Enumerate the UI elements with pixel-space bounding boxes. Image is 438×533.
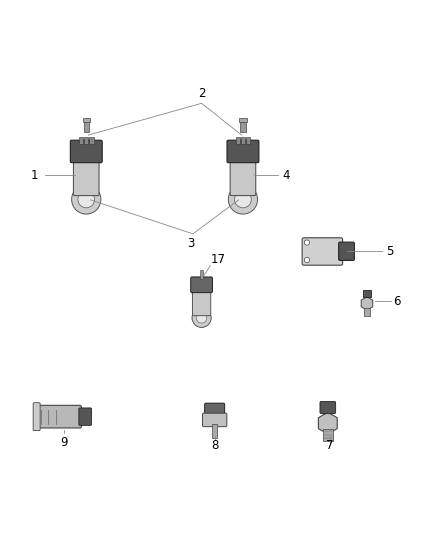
Bar xyxy=(322,429,333,441)
Text: 3: 3 xyxy=(187,237,194,251)
Circle shape xyxy=(228,185,258,214)
Circle shape xyxy=(235,191,251,208)
FancyBboxPatch shape xyxy=(74,159,99,196)
Bar xyxy=(83,118,90,122)
Bar xyxy=(241,138,245,143)
Bar xyxy=(364,308,370,317)
Text: 2: 2 xyxy=(198,87,205,100)
FancyBboxPatch shape xyxy=(79,408,92,425)
Text: 4: 4 xyxy=(282,168,290,182)
FancyBboxPatch shape xyxy=(230,159,256,196)
Bar xyxy=(200,270,203,279)
Bar xyxy=(246,138,250,143)
Circle shape xyxy=(72,185,101,214)
FancyBboxPatch shape xyxy=(33,403,40,431)
Text: 8: 8 xyxy=(211,439,218,453)
Text: 7: 7 xyxy=(326,439,334,453)
Circle shape xyxy=(304,240,310,245)
FancyBboxPatch shape xyxy=(320,401,336,414)
FancyBboxPatch shape xyxy=(202,413,227,426)
Bar xyxy=(212,424,217,438)
Bar xyxy=(79,138,83,143)
Text: 17: 17 xyxy=(210,253,225,265)
Text: 6: 6 xyxy=(393,295,401,308)
Bar xyxy=(236,138,240,143)
Text: 1: 1 xyxy=(31,168,39,182)
Bar xyxy=(89,138,94,143)
Circle shape xyxy=(304,257,310,263)
FancyBboxPatch shape xyxy=(35,405,81,428)
Bar xyxy=(84,138,88,143)
FancyBboxPatch shape xyxy=(302,238,343,265)
Bar xyxy=(239,118,247,122)
Bar xyxy=(84,118,89,132)
Polygon shape xyxy=(361,297,373,310)
Circle shape xyxy=(192,308,211,327)
FancyBboxPatch shape xyxy=(192,289,211,316)
Circle shape xyxy=(196,313,207,323)
Text: 9: 9 xyxy=(61,436,68,449)
FancyBboxPatch shape xyxy=(339,242,354,261)
Text: 5: 5 xyxy=(387,245,394,258)
FancyBboxPatch shape xyxy=(191,277,212,293)
Bar xyxy=(240,118,246,132)
FancyBboxPatch shape xyxy=(205,403,225,418)
FancyBboxPatch shape xyxy=(227,140,259,163)
Circle shape xyxy=(78,191,95,208)
FancyBboxPatch shape xyxy=(71,140,102,163)
Polygon shape xyxy=(318,413,337,434)
Bar xyxy=(363,290,371,297)
